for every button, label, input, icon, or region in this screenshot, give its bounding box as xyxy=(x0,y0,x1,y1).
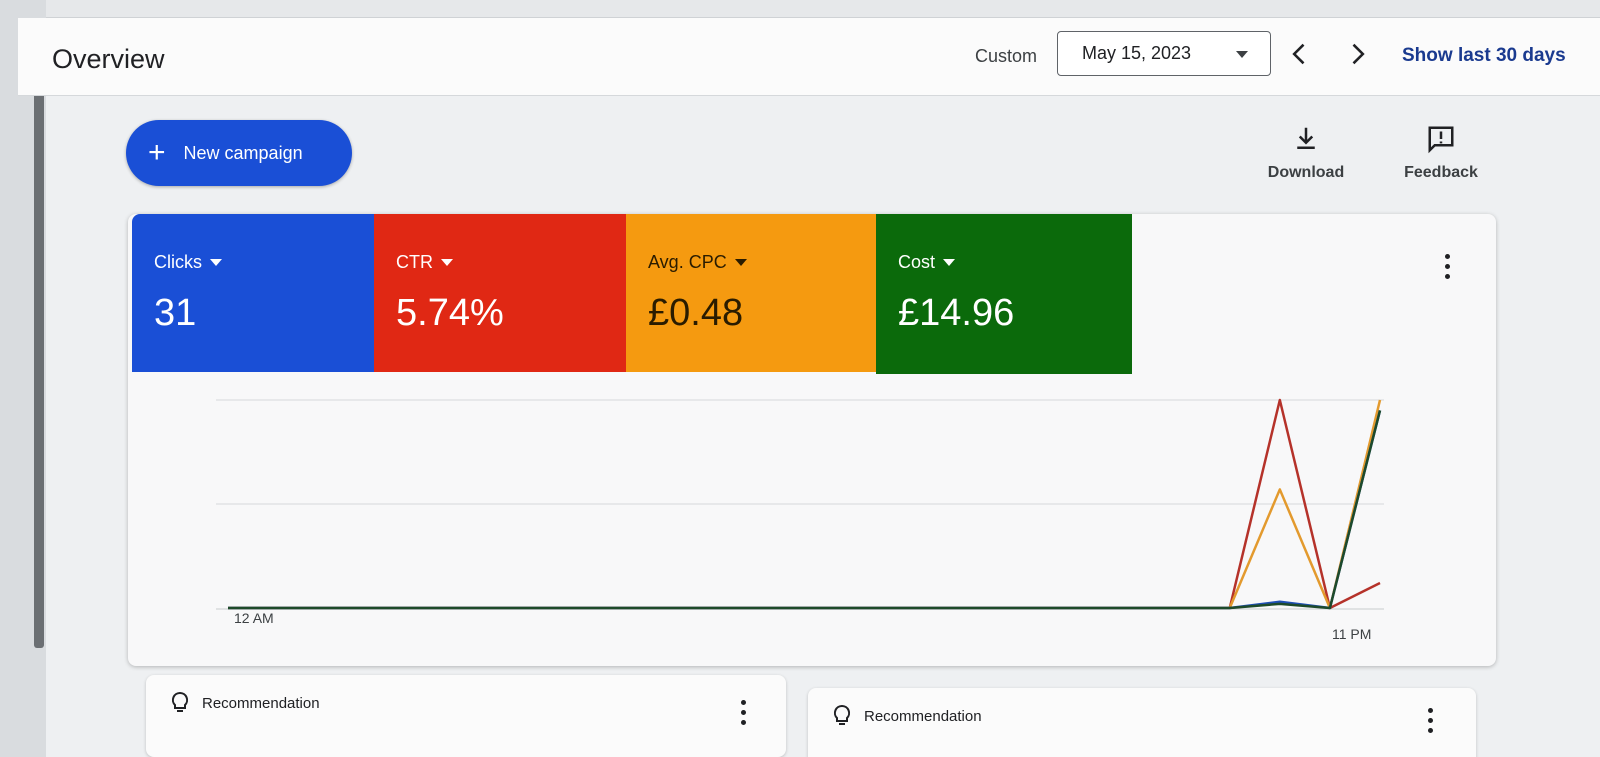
metric-clicks[interactable]: Clicks 31 xyxy=(132,214,374,372)
date-select-value: May 15, 2023 xyxy=(1082,43,1192,63)
dropdown-caret-icon xyxy=(943,259,956,266)
more-vert-icon[interactable] xyxy=(733,697,753,727)
x-tick-start: 12 AM xyxy=(234,610,274,626)
more-vert-icon[interactable] xyxy=(1437,251,1457,281)
metric-label-text: Avg. CPC xyxy=(648,252,727,272)
feedback-icon xyxy=(1428,126,1454,154)
performance-chart: 12 AM 11 PM xyxy=(128,372,1496,666)
metric-avg-cpc-label: Avg. CPC xyxy=(648,252,747,273)
dropdown-caret-icon xyxy=(441,259,453,266)
chevron-left-icon xyxy=(1292,43,1305,65)
new-campaign-button[interactable]: + New campaign xyxy=(126,120,352,186)
date-mode-label: Custom xyxy=(975,46,1038,66)
plus-icon: + xyxy=(148,136,166,169)
recommendation-label: Recommendation xyxy=(864,708,982,725)
recommendation-label: Recommendation xyxy=(202,695,320,712)
download-label: Download xyxy=(1267,164,1345,181)
new-campaign-label: New campaign xyxy=(183,142,303,163)
left-rail xyxy=(0,0,46,757)
page-title: Overview xyxy=(52,44,165,74)
feedback-label: Feedback xyxy=(1404,164,1478,181)
previous-date-button[interactable] xyxy=(1286,40,1314,68)
metric-ctr-label: CTR xyxy=(396,252,453,273)
series-line-clicks xyxy=(228,410,1382,610)
top-strip xyxy=(46,0,1600,18)
metric-clicks-label: Clicks xyxy=(154,252,222,273)
show-last-30-days-link[interactable]: Show last 30 days xyxy=(1402,45,1566,66)
metric-clicks-value: 31 xyxy=(154,292,197,334)
dropdown-caret-icon xyxy=(734,259,747,266)
download-icon xyxy=(1297,127,1315,149)
overview-header: Overview Custom May 15, 2023 Show last 3… xyxy=(18,18,1600,96)
feedback-button[interactable]: Feedback xyxy=(1391,124,1491,190)
metric-ctr-value: 5.74% xyxy=(396,292,504,334)
download-button[interactable]: Download xyxy=(1256,124,1356,190)
metric-cost[interactable]: Cost £14.96 xyxy=(876,214,1132,374)
metric-ctr[interactable]: CTR 5.74% xyxy=(374,214,626,372)
recommendation-card[interactable]: Recommendation xyxy=(808,688,1476,757)
chevron-right-icon xyxy=(1352,43,1365,65)
series-line-cost xyxy=(228,410,1382,610)
metric-label-text: Clicks xyxy=(154,252,202,272)
dropdown-caret-icon xyxy=(1236,51,1248,58)
metric-cost-label: Cost xyxy=(898,252,956,273)
metric-label-text: Cost xyxy=(898,252,936,272)
lightbulb-icon xyxy=(171,691,189,712)
date-select[interactable]: May 15, 2023 xyxy=(1057,31,1271,76)
metric-avg-cpc[interactable]: Avg. CPC £0.48 xyxy=(626,214,876,372)
rail-scrollbar[interactable] xyxy=(34,26,44,648)
next-date-button[interactable] xyxy=(1343,40,1371,68)
more-vert-icon[interactable] xyxy=(1420,705,1440,735)
x-tick-end: 11 PM xyxy=(1332,626,1372,642)
recommendation-card[interactable]: Recommendation xyxy=(146,675,786,757)
metric-avg-cpc-value: £0.48 xyxy=(648,292,744,334)
metric-cost-value: £14.96 xyxy=(898,292,1015,334)
performance-card: Clicks 31 CTR 5.74% Avg. CPC £0.48 Cost … xyxy=(128,214,1496,666)
dropdown-caret-icon xyxy=(210,259,222,266)
metric-label-text: CTR xyxy=(396,252,433,272)
lightbulb-icon xyxy=(833,704,851,725)
chart-svg xyxy=(216,398,1384,610)
